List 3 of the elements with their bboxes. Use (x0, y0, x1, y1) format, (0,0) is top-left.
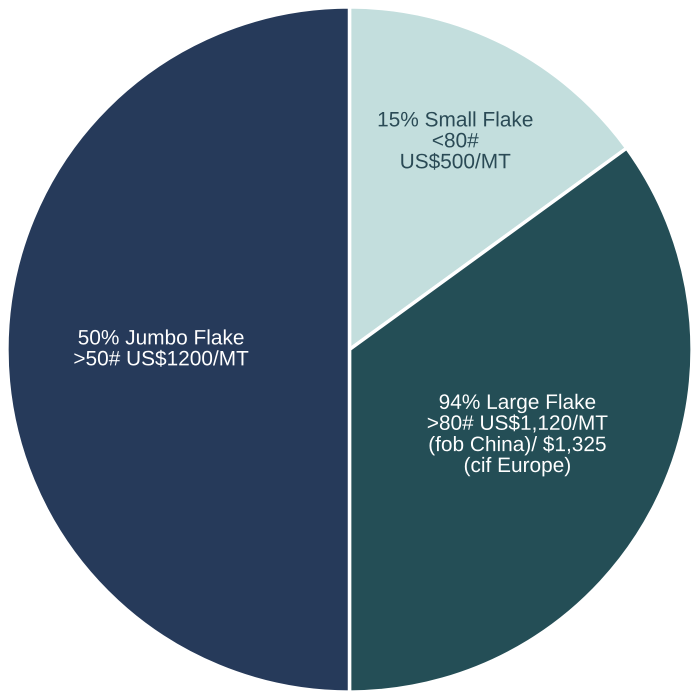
slice-label: 50% Jumbo Flake >50# US$1200/MT (74, 329, 248, 367)
slice-label: 15% Small Flake <80# US$500/MT (378, 111, 532, 170)
slice-label: 94% Large Flake >80# US$1,120/MT (fob China)/ $1,325 (cif Europe) (428, 394, 608, 476)
